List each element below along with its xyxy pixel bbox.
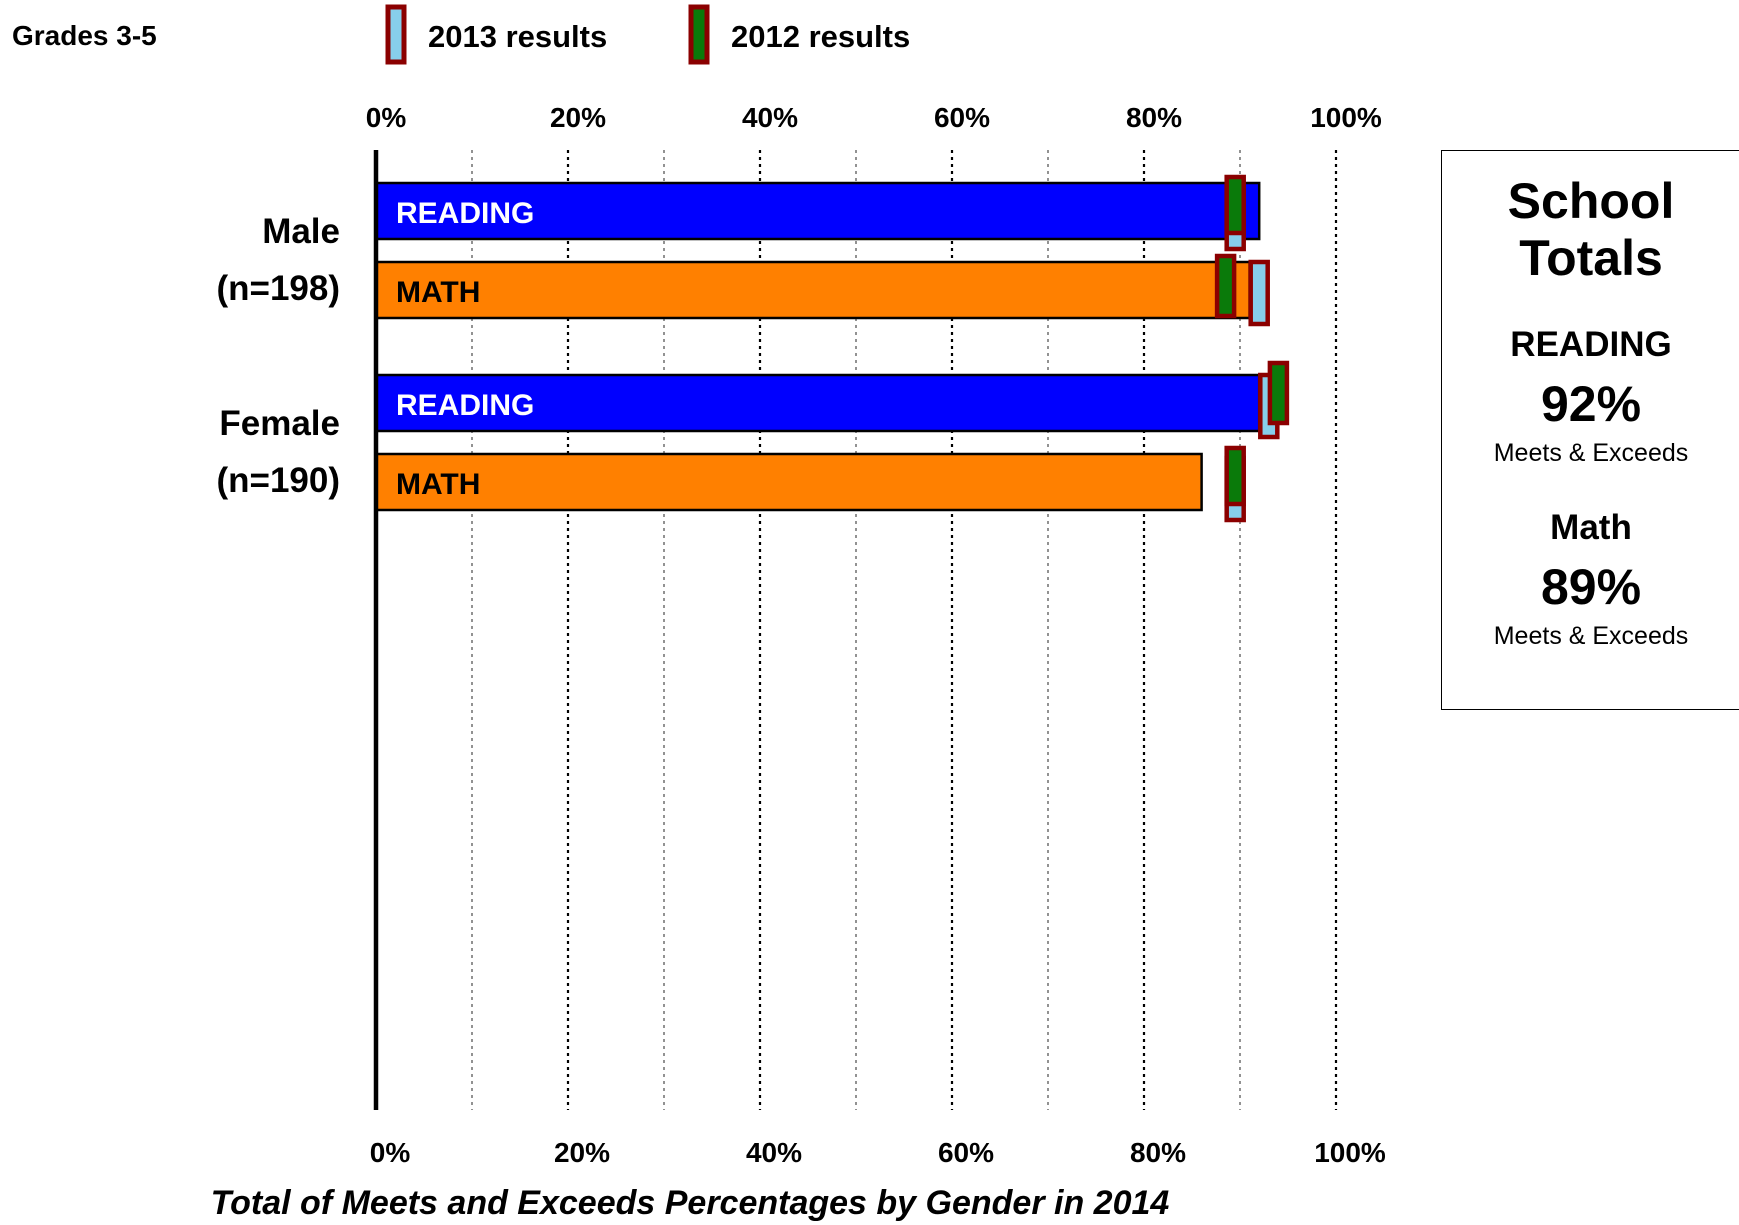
group-label-male: Male (262, 212, 340, 251)
reading-bar-female (374, 373, 1261, 433)
legend-swatch-2012 (688, 4, 710, 65)
totals-math-value: 89% (1540, 559, 1642, 615)
grade-label: Grades 3-5 (12, 20, 157, 51)
x-axis-title: Total of Meets and Exceeds Percentages b… (211, 1184, 1170, 1222)
tick-label-bottom: 0% (370, 1137, 411, 1168)
bar-label: READING (396, 389, 534, 422)
marker-2013 (1248, 259, 1270, 327)
totals-title-line1: School (1507, 173, 1675, 229)
tick-label-top: 60% (934, 102, 990, 133)
totals-math-label: Math (1550, 508, 1632, 547)
marker-2012 (1224, 445, 1246, 507)
marker-2012 (1267, 360, 1290, 426)
math-bar-male (374, 260, 1251, 320)
tick-label-bottom: 60% (938, 1137, 994, 1168)
bar-label: MATH (396, 276, 480, 309)
bar-label: MATH (396, 468, 480, 501)
totals-title-line2: Totals (1519, 230, 1663, 286)
tick-label-top: 100% (1310, 102, 1382, 133)
totals-reading-value: 92% (1540, 376, 1642, 432)
group-label-female: Female (219, 404, 340, 443)
group-count-male: (n=198) (216, 269, 340, 308)
bar-label: READING (396, 197, 534, 230)
tick-label-top: 20% (550, 102, 606, 133)
legend-label: 2013 results (428, 19, 607, 54)
tick-label-bottom: 100% (1314, 1137, 1386, 1168)
tick-label-bottom: 20% (554, 1137, 610, 1168)
totals-reading-label: READING (1510, 325, 1672, 364)
totals-math-note: Meets & Exceeds (1493, 622, 1689, 650)
tick-label-top: 0% (366, 102, 407, 133)
tick-label-top: 80% (1126, 102, 1182, 133)
reading-bar-male (374, 181, 1261, 241)
tick-label-top: 40% (742, 102, 798, 133)
group-count-female: (n=190) (216, 461, 340, 500)
math-bar-female (374, 452, 1203, 512)
marker-2012 (1214, 253, 1237, 319)
legend-swatch-2013 (385, 4, 407, 65)
tick-label-bottom: 40% (746, 1137, 802, 1168)
tick-label-bottom: 80% (1130, 1137, 1186, 1168)
legend-label: 2012 results (731, 19, 910, 54)
totals-title: School Totals (1442, 173, 1739, 287)
totals-reading-note: Meets & Exceeds (1493, 439, 1689, 467)
school-totals-panel: School Totals READING 92% Meets & Exceed… (1441, 150, 1739, 710)
marker-2012 (1224, 174, 1246, 236)
